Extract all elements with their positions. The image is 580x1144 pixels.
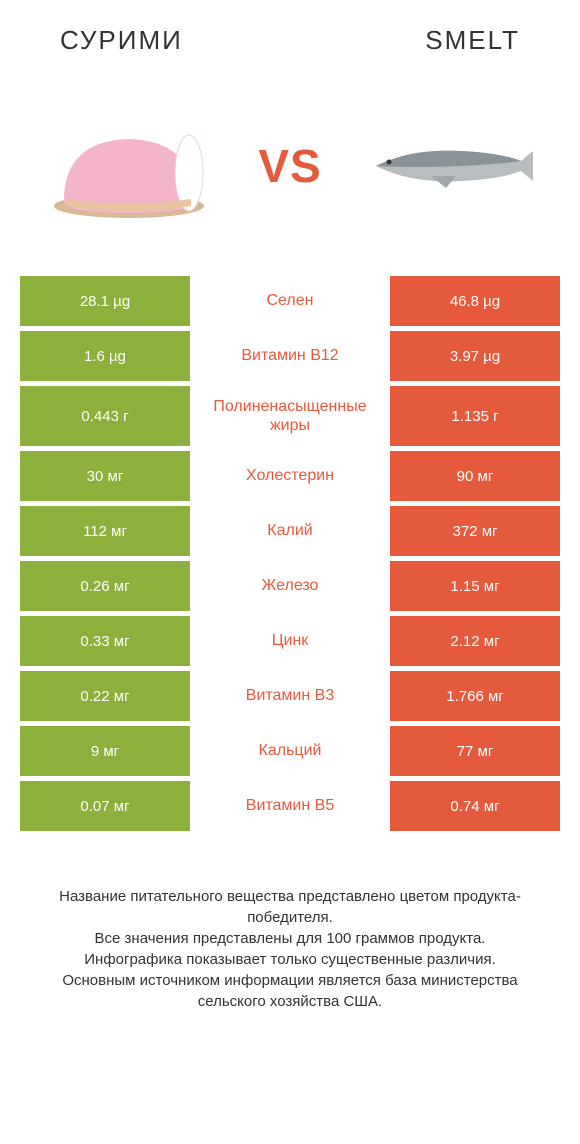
left-value: 0.26 мг (20, 561, 190, 611)
footnote-line: Все значения представлены для 100 граммо… (30, 928, 550, 949)
nutrient-name: Кальций (190, 726, 390, 776)
left-product-title: Сурими (60, 25, 183, 56)
table-row: 9 мг Кальций 77 мг (20, 726, 560, 776)
vs-label: VS (258, 139, 321, 193)
left-food-image (39, 96, 219, 236)
right-value: 372 мг (390, 506, 560, 556)
images-row: VS (0, 66, 580, 266)
nutrient-name: Полиненасыщенные жиры (190, 386, 390, 446)
left-value: 0.22 мг (20, 671, 190, 721)
right-value: 2.12 мг (390, 616, 560, 666)
table-row: 1.6 µg Витамин B12 3.97 µg (20, 331, 560, 381)
footnote-line: Инфографика показывает только существенн… (30, 949, 550, 970)
nutrient-name: Витамин B3 (190, 671, 390, 721)
right-value: 90 мг (390, 451, 560, 501)
right-product-title: Smelt (425, 25, 520, 56)
nutrient-name: Витамин B12 (190, 331, 390, 381)
header: Сурими Smelt (0, 0, 580, 66)
nutrient-name: Селен (190, 276, 390, 326)
nutrient-name: Калий (190, 506, 390, 556)
footnote: Название питательного вещества представл… (30, 886, 550, 1012)
left-value: 9 мг (20, 726, 190, 776)
table-row: 0.443 г Полиненасыщенные жиры 1.135 г (20, 386, 560, 446)
nutrient-name: Витамин B5 (190, 781, 390, 831)
nutrient-name: Железо (190, 561, 390, 611)
left-value: 0.33 мг (20, 616, 190, 666)
table-row: 0.07 мг Витамин B5 0.74 мг (20, 781, 560, 831)
left-value: 28.1 µg (20, 276, 190, 326)
footnote-line: Название питательного вещества представл… (30, 886, 550, 928)
left-value: 30 мг (20, 451, 190, 501)
left-value: 0.443 г (20, 386, 190, 446)
nutrient-name: Холестерин (190, 451, 390, 501)
right-value: 0.74 мг (390, 781, 560, 831)
left-value: 112 мг (20, 506, 190, 556)
left-value: 1.6 µg (20, 331, 190, 381)
right-value: 1.15 мг (390, 561, 560, 611)
right-value: 1.766 мг (390, 671, 560, 721)
table-row: 0.22 мг Витамин B3 1.766 мг (20, 671, 560, 721)
comparison-table: 28.1 µg Селен 46.8 µg 1.6 µg Витамин B12… (20, 276, 560, 836)
nutrient-name: Цинк (190, 616, 390, 666)
left-value: 0.07 мг (20, 781, 190, 831)
footnote-line: Основным источником информации является … (30, 970, 550, 1012)
right-value: 46.8 µg (390, 276, 560, 326)
right-value: 3.97 µg (390, 331, 560, 381)
table-row: 28.1 µg Селен 46.8 µg (20, 276, 560, 326)
right-value: 77 мг (390, 726, 560, 776)
table-row: 112 мг Калий 372 мг (20, 506, 560, 556)
table-row: 30 мг Холестерин 90 мг (20, 451, 560, 501)
table-row: 0.26 мг Железо 1.15 мг (20, 561, 560, 611)
right-food-image (361, 96, 541, 236)
table-row: 0.33 мг Цинк 2.12 мг (20, 616, 560, 666)
right-value: 1.135 г (390, 386, 560, 446)
